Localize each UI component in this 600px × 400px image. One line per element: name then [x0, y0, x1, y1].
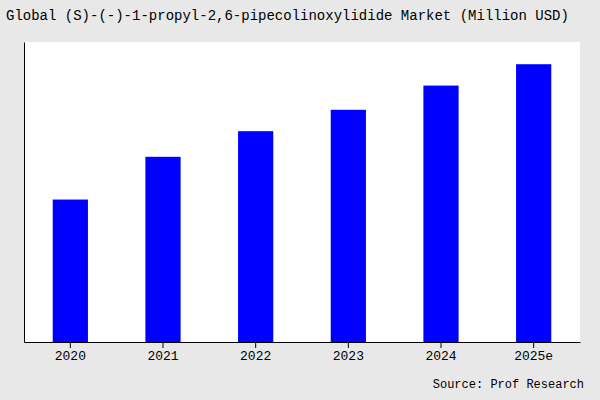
- x-tick: 2022: [240, 342, 271, 364]
- x-axis: 2020 2021 2022 2023 2024 2025e: [25, 342, 581, 364]
- bar: [53, 200, 88, 342]
- bar: [238, 131, 273, 342]
- x-tick-mark: [163, 342, 164, 348]
- x-tick-label: 2023: [333, 349, 364, 364]
- x-tick-mark: [70, 342, 71, 348]
- y-axis-line: [24, 43, 25, 343]
- x-tick-mark: [441, 342, 442, 348]
- annotation: Source: Prof Research: [433, 378, 584, 392]
- bar: [331, 110, 366, 342]
- figure-background: [0, 0, 600, 400]
- x-tick: 2023: [333, 342, 364, 364]
- x-axis-line: [25, 342, 581, 343]
- title: Global (S)-(-)-1-propyl-2,6-pipecolinoxy…: [6, 8, 569, 24]
- y-axis: [24, 43, 25, 343]
- chart-svg: 2020 2021 2022 2023 2024 2025e Global (S)-(-)-…: [0, 0, 600, 400]
- x-tick-label: 2020: [55, 349, 86, 364]
- bars: [53, 64, 552, 342]
- x-tick: 2021: [147, 342, 178, 364]
- x-tick-mark: [255, 342, 256, 348]
- x-tick-label: 2021: [147, 349, 178, 364]
- x-tick-label: 2022: [240, 349, 271, 364]
- x-tick: 2024: [425, 342, 456, 364]
- x-tick: 2025e: [514, 342, 553, 364]
- x-tick-label: 2025e: [514, 349, 553, 364]
- bar: [423, 86, 458, 342]
- x-tick-label: 2024: [425, 349, 456, 364]
- x-tick: 2020: [55, 342, 86, 364]
- plot-background: [24, 42, 580, 342]
- bar: [516, 64, 551, 342]
- x-tick-mark: [348, 342, 349, 348]
- x-tick-mark: [533, 342, 534, 348]
- bar: [145, 157, 180, 342]
- plot-area: 2020 2021 2022 2023 2024 2025e: [24, 42, 581, 364]
